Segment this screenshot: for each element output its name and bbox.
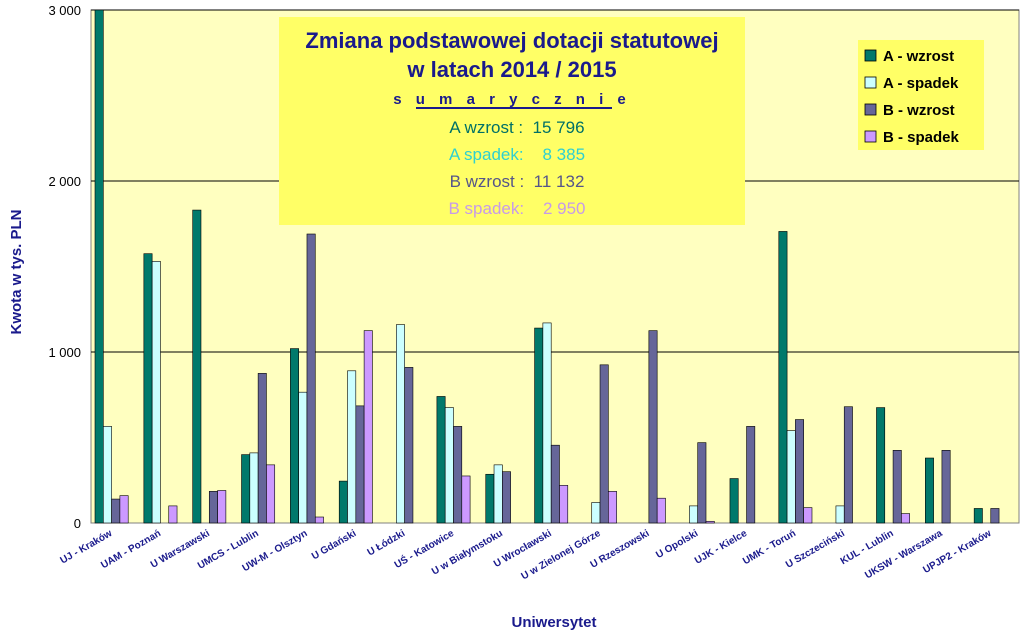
legend-swatch [864,103,877,116]
bar [608,491,617,524]
bar [648,330,658,524]
bar [347,370,357,524]
bar [404,367,414,524]
bar [990,508,1000,524]
bar [697,442,707,524]
bar [705,520,715,524]
legend-label: A - wzrost [883,48,954,65]
bar [111,498,121,524]
legend-swatch [864,130,877,143]
bar [901,513,910,524]
y-axis-ticks: 0 1 000 2 000 3 000 [48,3,81,531]
legend-swatch [864,49,877,62]
summary-line: B wzrost : 11 132 [450,172,585,191]
bar [925,457,934,524]
bar [892,450,902,524]
bar [534,327,544,524]
bar [746,426,756,524]
bar [876,407,886,524]
legend-label: B - wzrost [883,102,955,119]
summary-line: B spadek: 2 950 [448,199,585,218]
x-axis-title: Uniwersytet [511,614,596,631]
bar [656,497,666,524]
y-tick-label: 3 000 [48,3,81,18]
bar [314,516,324,524]
bar [689,505,699,524]
chart-title-line-1: Zmiana podstawowej dotacji statutowej [305,28,718,53]
bar [795,419,804,524]
bar [241,454,251,524]
bar [599,364,609,524]
bar [396,324,405,524]
bar [168,505,178,524]
bar [542,322,552,524]
y-axis-title: Kwota w tys. PLN [8,209,25,334]
summary-line: A spadek: 8 385 [449,145,585,164]
bar [436,396,446,524]
bar [973,508,983,524]
bar [266,464,276,524]
bar [485,473,495,524]
y-tick-label: 1 000 [48,345,81,360]
bar [835,505,845,524]
legend-bg [858,40,984,150]
bar [290,348,299,524]
bar [208,491,218,524]
bar [217,490,227,524]
legend-label: A - spadek [883,75,959,92]
bars [94,9,1000,524]
summary-lines: A wzrost : 15 796 A spadek: 8 385 B wzrost… [448,118,585,218]
x-category-label: U Łódzki [366,528,408,558]
bar [786,430,796,524]
bar [192,209,202,524]
bar [843,406,853,524]
bar [453,426,463,524]
legend-label: B - spadek [883,129,960,146]
bar [298,391,308,524]
legend-swatch [864,76,877,89]
chart-subtitle: s u m a r y c z n i e [393,91,631,108]
chart-title-line-2: w latach 2014 / 2015 [406,57,616,82]
bar [338,480,348,524]
bar [363,330,373,524]
y-tick-label: 0 [74,516,81,531]
bar [493,464,503,524]
bar [355,405,365,524]
bar [143,253,153,524]
summary-line: A wzrost : 15 796 [449,118,584,137]
bar [778,231,788,524]
bar [461,475,471,524]
bar [94,9,104,524]
title-box: Zmiana podstawowej dotacji statutowej w … [279,17,745,225]
bar [941,450,951,524]
title-box-bg [279,17,745,225]
bar [444,407,454,524]
x-category-label: U w Zielonej Górze [520,528,603,582]
y-tick-label: 2 000 [48,174,81,189]
bar [550,444,560,524]
x-category-label: UJK - Kielce [693,528,749,567]
bar [591,502,601,524]
bar [803,507,813,524]
legend: A - wzrost A - spadek B - wzrost B - spadek [858,40,984,150]
x-category-label: U Gdański [310,528,359,562]
bar [502,471,511,524]
bar [119,495,129,524]
bar [729,478,739,524]
bar [103,426,112,524]
bar [306,233,316,524]
bar [257,373,267,524]
bar [249,452,259,524]
bar [151,261,161,524]
bar [559,485,569,524]
